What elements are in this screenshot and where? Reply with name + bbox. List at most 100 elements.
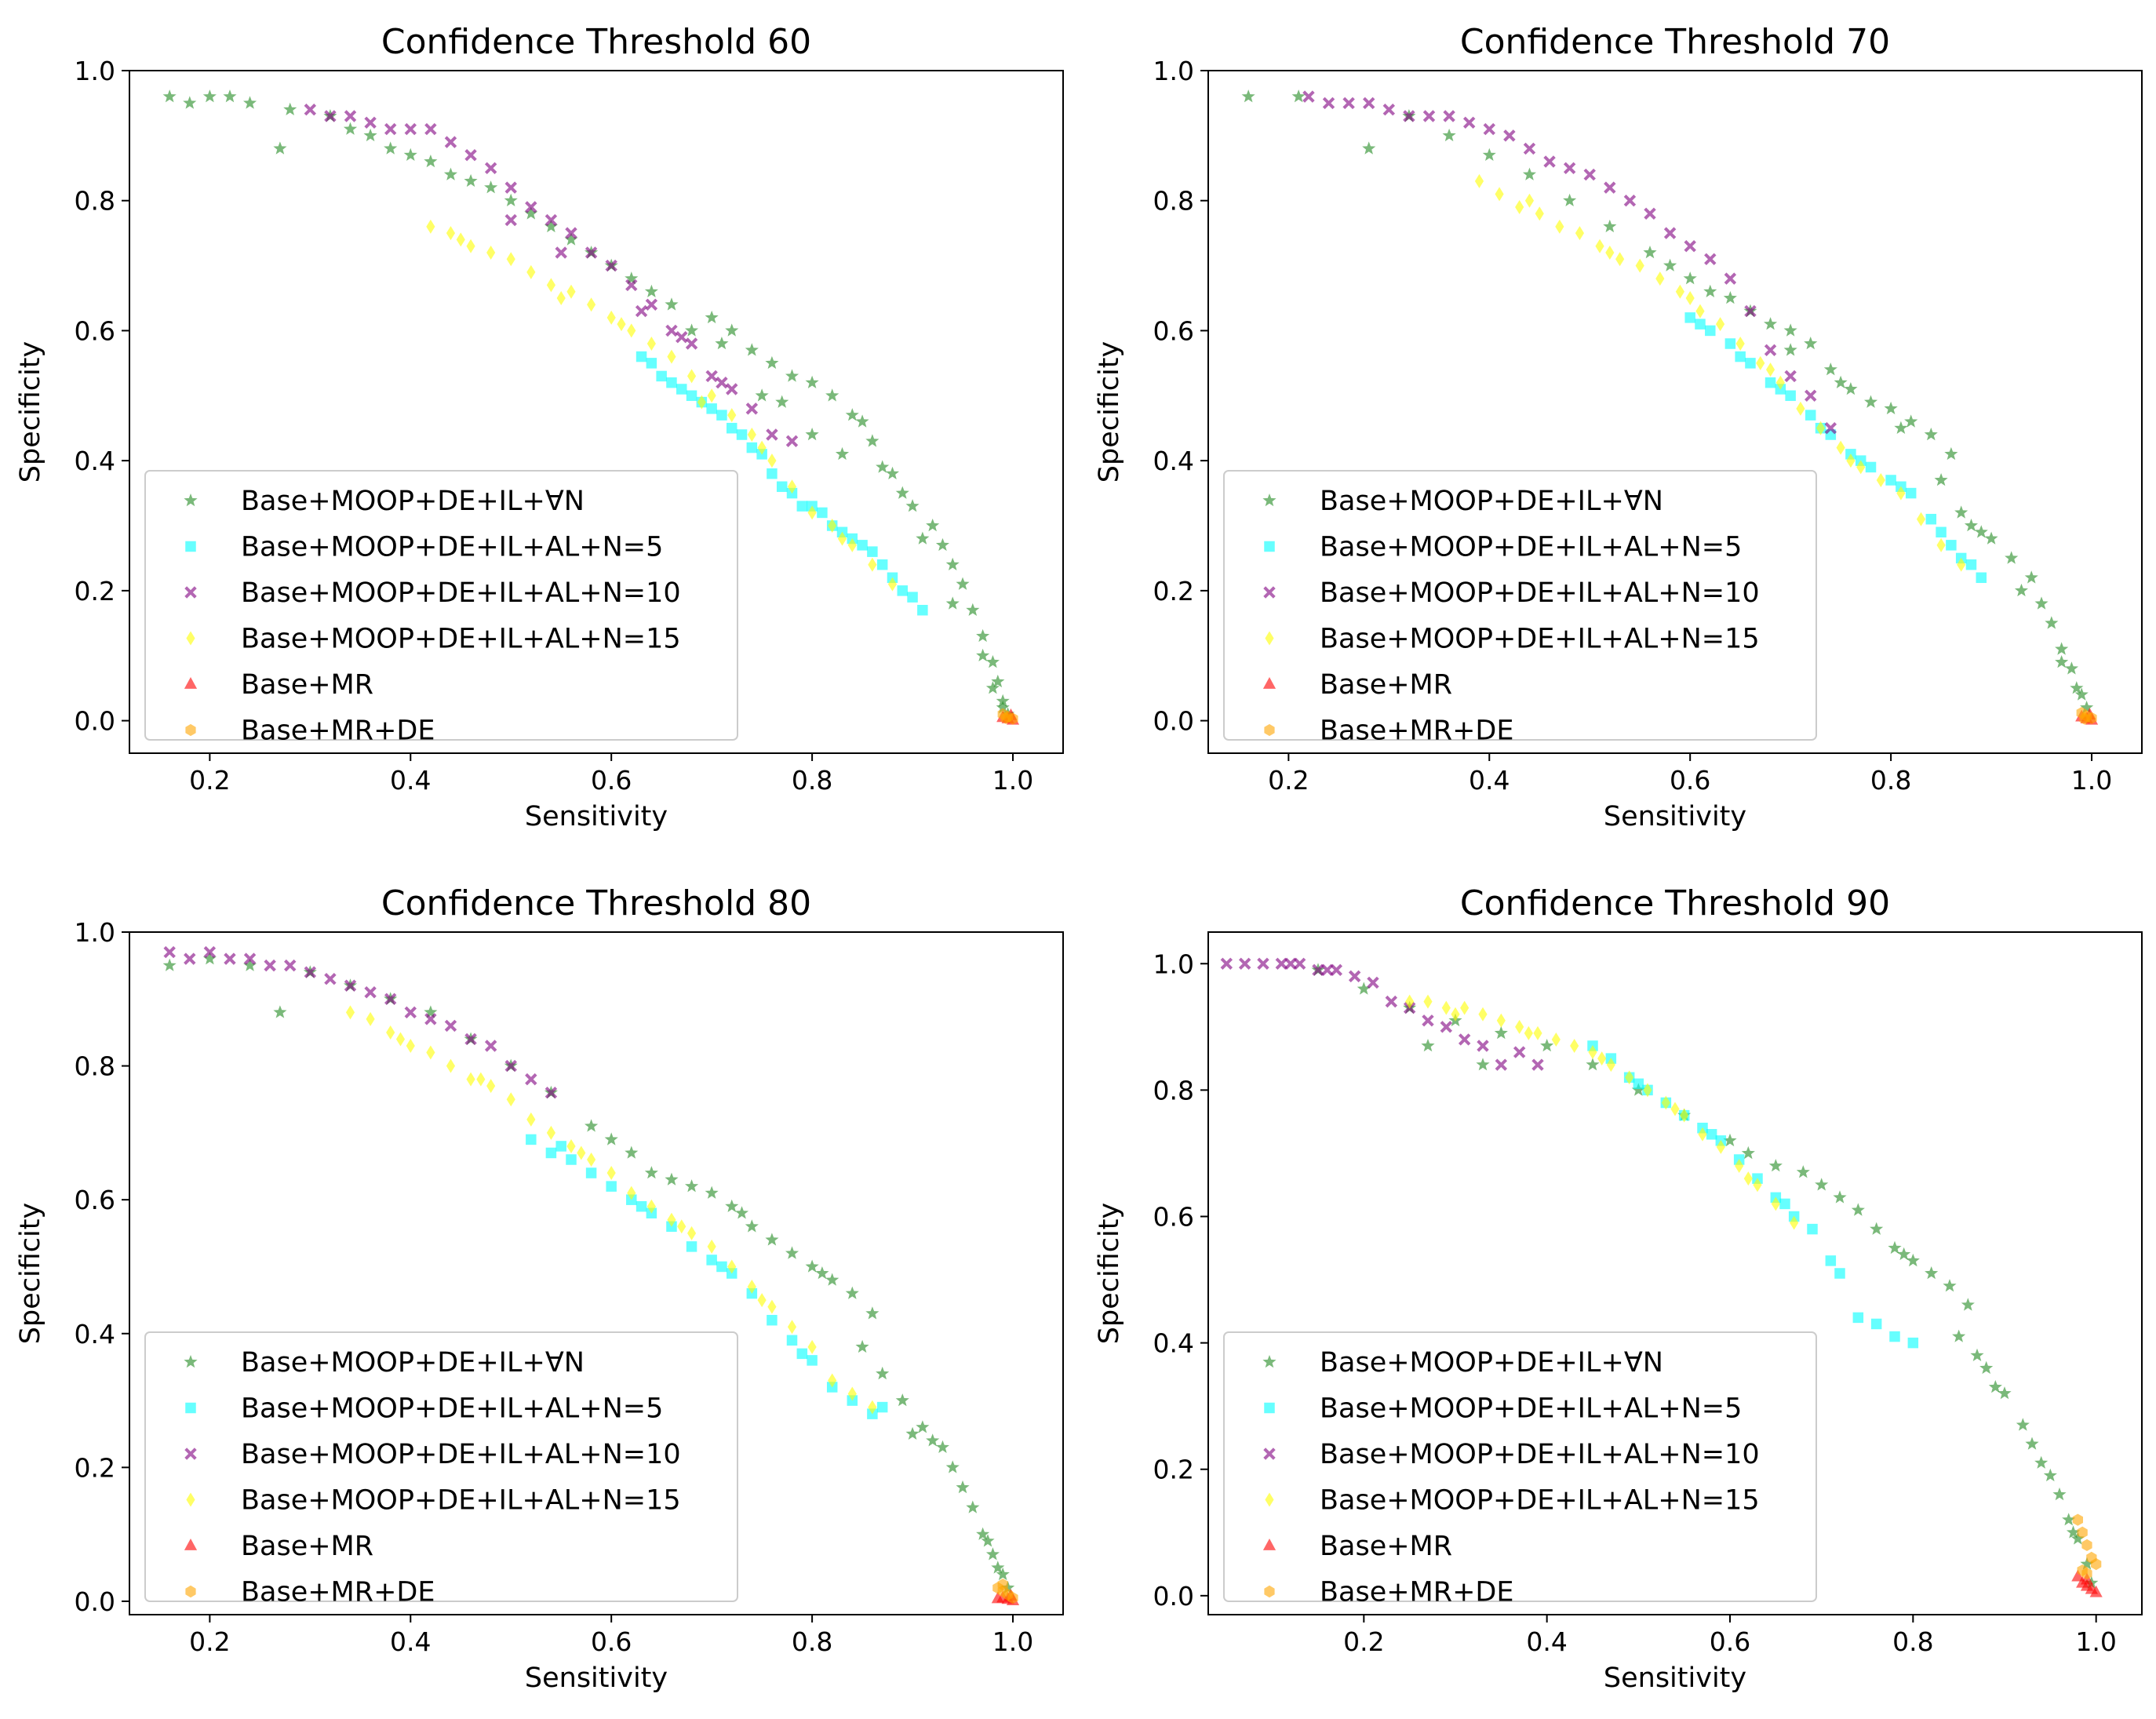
- data-point: [767, 1299, 777, 1314]
- data-point: [304, 966, 317, 978]
- data-point: [456, 232, 465, 247]
- data-point: [1825, 1255, 1837, 1266]
- y-tick-label: 0.0: [1153, 1581, 1194, 1612]
- legend-label: Base+MOOP+DE+IL+AL+N=5: [1320, 532, 1742, 563]
- data-point: [1946, 540, 1957, 551]
- data-point: [1495, 1058, 1508, 1071]
- data-point: [805, 428, 819, 441]
- data-point: [1423, 994, 1433, 1009]
- chart-title: Confidence Threshold 90: [1460, 883, 1890, 923]
- legend: Base+MOOP+DE+IL+∀N Base+MOOP+DE+IL+AL+N=5…: [144, 1331, 738, 1608]
- data-point: [565, 227, 577, 239]
- data-point: [364, 986, 377, 999]
- y-tick-label: 0.4: [1153, 446, 1194, 476]
- data-point: [1513, 1046, 1526, 1058]
- data-point: [785, 369, 799, 382]
- data-point: [544, 213, 558, 227]
- legend: Base+MOOP+DE+IL+∀N Base+MOOP+DE+IL+AL+N=5…: [1223, 470, 1817, 747]
- data-point: [2072, 1513, 2083, 1526]
- x-tick-label: 0.4: [390, 1626, 431, 1657]
- data-point: [476, 1072, 486, 1087]
- data-point: [1804, 337, 1818, 350]
- data-point: [2014, 583, 2028, 597]
- legend-marker: [186, 631, 195, 646]
- data-point: [997, 1579, 1008, 1591]
- data-point: [1363, 97, 1375, 110]
- data-point: [1724, 338, 1736, 349]
- data-point: [395, 1032, 406, 1047]
- data-point: [646, 1199, 656, 1214]
- data-point: [1916, 512, 1926, 526]
- data-point: [1844, 382, 1858, 395]
- data-point: [273, 1005, 287, 1018]
- data-point: [1834, 375, 1848, 388]
- data-point: [705, 1185, 719, 1199]
- data-point: [1302, 90, 1315, 103]
- data-point: [1865, 461, 1877, 473]
- data-point: [805, 1259, 819, 1273]
- legend-label: Base+MR+DE: [1320, 716, 1513, 747]
- data-point: [1936, 537, 1946, 552]
- data-point: [1675, 284, 1684, 299]
- data-point: [787, 1320, 797, 1335]
- data-point: [1706, 1129, 1717, 1140]
- data-point: [1483, 122, 1495, 136]
- data-point: [667, 1212, 676, 1227]
- data-point: [184, 952, 196, 965]
- data-point: [1695, 319, 1706, 330]
- data-point: [1615, 252, 1625, 267]
- data-point: [1583, 168, 1596, 181]
- data-point: [444, 1019, 457, 1032]
- data-point: [1570, 1039, 1579, 1053]
- legend-marker: [184, 677, 198, 689]
- data-point: [1635, 258, 1644, 273]
- data-point: [1876, 473, 1885, 487]
- data-point: [706, 403, 717, 414]
- data-point: [2064, 661, 2078, 675]
- data-point: [617, 317, 626, 332]
- data-point: [1703, 284, 1717, 297]
- data-point: [767, 468, 778, 479]
- data-point: [1476, 1058, 1490, 1071]
- data-point: [1998, 1386, 2012, 1400]
- data-point: [544, 219, 558, 233]
- data-point: [2080, 1557, 2094, 1570]
- data-point: [384, 992, 397, 1006]
- data-point: [1348, 970, 1361, 983]
- data-point: [1478, 1007, 1488, 1022]
- data-point: [706, 1255, 717, 1266]
- data-point: [1897, 1247, 1911, 1261]
- data-point: [1870, 1222, 1884, 1235]
- data-point: [817, 507, 828, 519]
- data-point: [203, 945, 217, 959]
- data-point: [443, 167, 457, 180]
- data-point: [1988, 1380, 2002, 1393]
- data-point: [577, 1145, 586, 1160]
- data-point: [604, 1132, 618, 1145]
- data-point: [837, 531, 847, 546]
- data-point: [755, 388, 769, 402]
- data-point: [796, 501, 808, 512]
- y-tick-label: 0.0: [75, 706, 115, 737]
- data-point: [1904, 414, 1918, 428]
- x-tick-label: 0.2: [1343, 1626, 1384, 1657]
- data-point: [676, 384, 687, 395]
- data-point: [736, 429, 748, 440]
- legend-label: Base+MOOP+DE+IL+AL+N=5: [241, 532, 663, 563]
- data-point: [876, 1401, 888, 1413]
- plot-area: [129, 931, 1064, 1615]
- data-point: [1220, 957, 1233, 970]
- data-point: [956, 577, 970, 590]
- data-point: [1680, 1108, 1689, 1123]
- legend-marker: [1265, 631, 1274, 646]
- data-point: [1705, 325, 1716, 337]
- data-points: [1220, 957, 2103, 1597]
- data-point: [685, 337, 698, 350]
- data-point: [725, 1199, 739, 1212]
- y-tick-label: 0.2: [75, 1452, 115, 1483]
- data-point: [1007, 1592, 1018, 1604]
- data-point: [1745, 358, 1756, 369]
- data-point: [735, 1206, 749, 1219]
- chart-title: Confidence Threshold 60: [381, 22, 811, 62]
- legend-label: Base+MOOP+DE+IL+AL+N=5: [1320, 1393, 1742, 1425]
